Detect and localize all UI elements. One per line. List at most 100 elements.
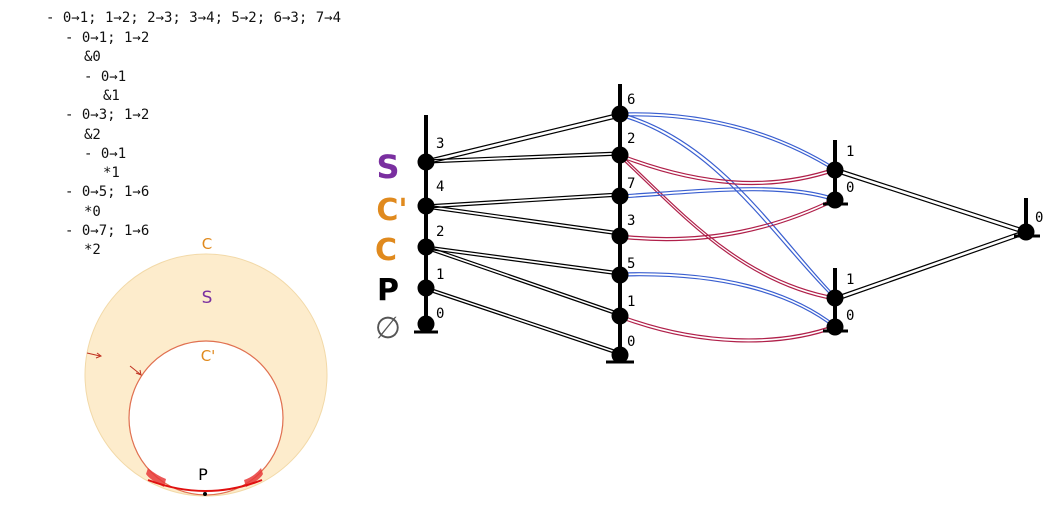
code-line: &0 bbox=[84, 49, 101, 65]
node bbox=[611, 227, 629, 245]
row-label-c-prime: C' bbox=[376, 193, 407, 228]
edge-blue bbox=[619, 112, 836, 169]
edges-col3-col4 bbox=[834, 167, 1027, 302]
edge-crimson bbox=[619, 156, 836, 301]
column-2: 6 2 7 3 5 1 0 bbox=[606, 84, 635, 364]
code-line: *1 bbox=[103, 165, 120, 181]
edge bbox=[425, 245, 621, 314]
edge-crimson bbox=[619, 197, 836, 239]
node-label: 0 bbox=[846, 180, 854, 196]
row-label-empty: ∅ bbox=[375, 311, 401, 346]
code-line: *2 bbox=[84, 242, 101, 258]
code-line: *0 bbox=[84, 204, 101, 220]
column-1: 3 4 2 1 0 bbox=[414, 115, 444, 334]
edge-blue bbox=[619, 115, 836, 300]
edge bbox=[425, 248, 621, 317]
node-label: 0 bbox=[1035, 210, 1043, 226]
column-3-top: 1 0 bbox=[823, 140, 854, 209]
node-label: 0 bbox=[436, 306, 444, 322]
edge-crimson bbox=[619, 156, 836, 186]
code-line: - 0→1 bbox=[84, 69, 127, 85]
disk-label-p: P bbox=[198, 465, 208, 484]
code-line: - 0→7; 1→6 bbox=[65, 223, 150, 239]
disk-label-c: C bbox=[202, 235, 212, 253]
edge bbox=[834, 233, 1027, 302]
node-label: 1 bbox=[436, 267, 444, 283]
node-label: 2 bbox=[436, 224, 444, 240]
edge bbox=[425, 204, 621, 233]
node bbox=[826, 191, 844, 209]
node-label: 4 bbox=[436, 179, 444, 195]
edge-crimson bbox=[619, 317, 836, 343]
edge-crimson bbox=[619, 200, 836, 242]
bottom-arc bbox=[147, 479, 263, 492]
code-line: - 0→5; 1→6 bbox=[65, 184, 150, 200]
node-label: 2 bbox=[627, 131, 635, 147]
code-line: - 0→3; 1→2 bbox=[65, 107, 150, 123]
edge-blue bbox=[619, 115, 836, 172]
arrow-mark bbox=[86, 352, 101, 357]
node bbox=[417, 197, 435, 215]
edge-blue bbox=[619, 275, 836, 329]
code-listing: - 0→1; 1→2; 2→3; 3→4; 5→2; 6→3; 7→4 - 0→… bbox=[0, 0, 470, 270]
node-label: 5 bbox=[627, 256, 635, 272]
node-label: 0 bbox=[627, 334, 635, 350]
base-point bbox=[203, 492, 207, 496]
left-wedge bbox=[146, 468, 166, 487]
edge bbox=[425, 116, 621, 165]
disk-label-s: S bbox=[202, 288, 213, 308]
edge bbox=[834, 229, 1027, 298]
edge-crimson bbox=[619, 153, 836, 298]
edge-blue bbox=[619, 112, 836, 297]
code-line: - 0→1; 1→2; 2→3; 3→4; 5→2; 6→3; 7→4 bbox=[46, 10, 342, 26]
node bbox=[417, 238, 435, 256]
node bbox=[611, 105, 629, 123]
code-line: &1 bbox=[103, 88, 120, 104]
edge bbox=[834, 171, 1027, 235]
arrow-head bbox=[135, 369, 142, 376]
edge-blue bbox=[619, 187, 836, 199]
row-label-c: C bbox=[375, 233, 397, 268]
node-label: 0 bbox=[846, 308, 854, 324]
edge bbox=[425, 151, 621, 161]
edge bbox=[425, 245, 621, 273]
node bbox=[611, 266, 629, 284]
edge bbox=[425, 248, 621, 276]
node bbox=[1017, 223, 1035, 241]
code-line: - 0→1; 1→2 bbox=[65, 30, 150, 46]
node bbox=[826, 161, 844, 179]
node-label: 1 bbox=[846, 272, 854, 288]
edge bbox=[425, 192, 621, 206]
edge bbox=[834, 167, 1027, 231]
node bbox=[826, 318, 844, 336]
node bbox=[611, 346, 629, 364]
edge-crimson bbox=[619, 314, 836, 340]
edge bbox=[425, 195, 621, 209]
right-wedge bbox=[244, 468, 263, 487]
node bbox=[417, 153, 435, 171]
node-label: 1 bbox=[627, 294, 635, 310]
code-line: &2 bbox=[84, 127, 101, 143]
edges-col1-col2 bbox=[425, 112, 621, 356]
disk-label-c-prime: C' bbox=[201, 347, 216, 365]
edge bbox=[425, 154, 621, 164]
edges-col2-col3 bbox=[619, 112, 836, 343]
code-line: - 0→1 bbox=[84, 146, 127, 162]
node bbox=[826, 289, 844, 307]
row-label-p: P bbox=[377, 273, 399, 308]
node bbox=[611, 307, 629, 325]
edge bbox=[425, 289, 621, 356]
column-3-bottom: 1 0 bbox=[823, 268, 854, 336]
edge-crimson bbox=[619, 153, 836, 183]
node bbox=[611, 146, 629, 164]
row-label-s: S bbox=[376, 148, 399, 186]
edge bbox=[425, 112, 621, 161]
annulus-figure: C S C' P bbox=[84, 235, 328, 497]
node-label: 6 bbox=[627, 92, 635, 108]
node-label: 3 bbox=[436, 136, 444, 152]
column-4: 0 bbox=[1014, 198, 1043, 241]
node-label: 1 bbox=[846, 144, 854, 160]
edge-blue bbox=[619, 272, 836, 326]
edge-blue bbox=[619, 190, 836, 202]
